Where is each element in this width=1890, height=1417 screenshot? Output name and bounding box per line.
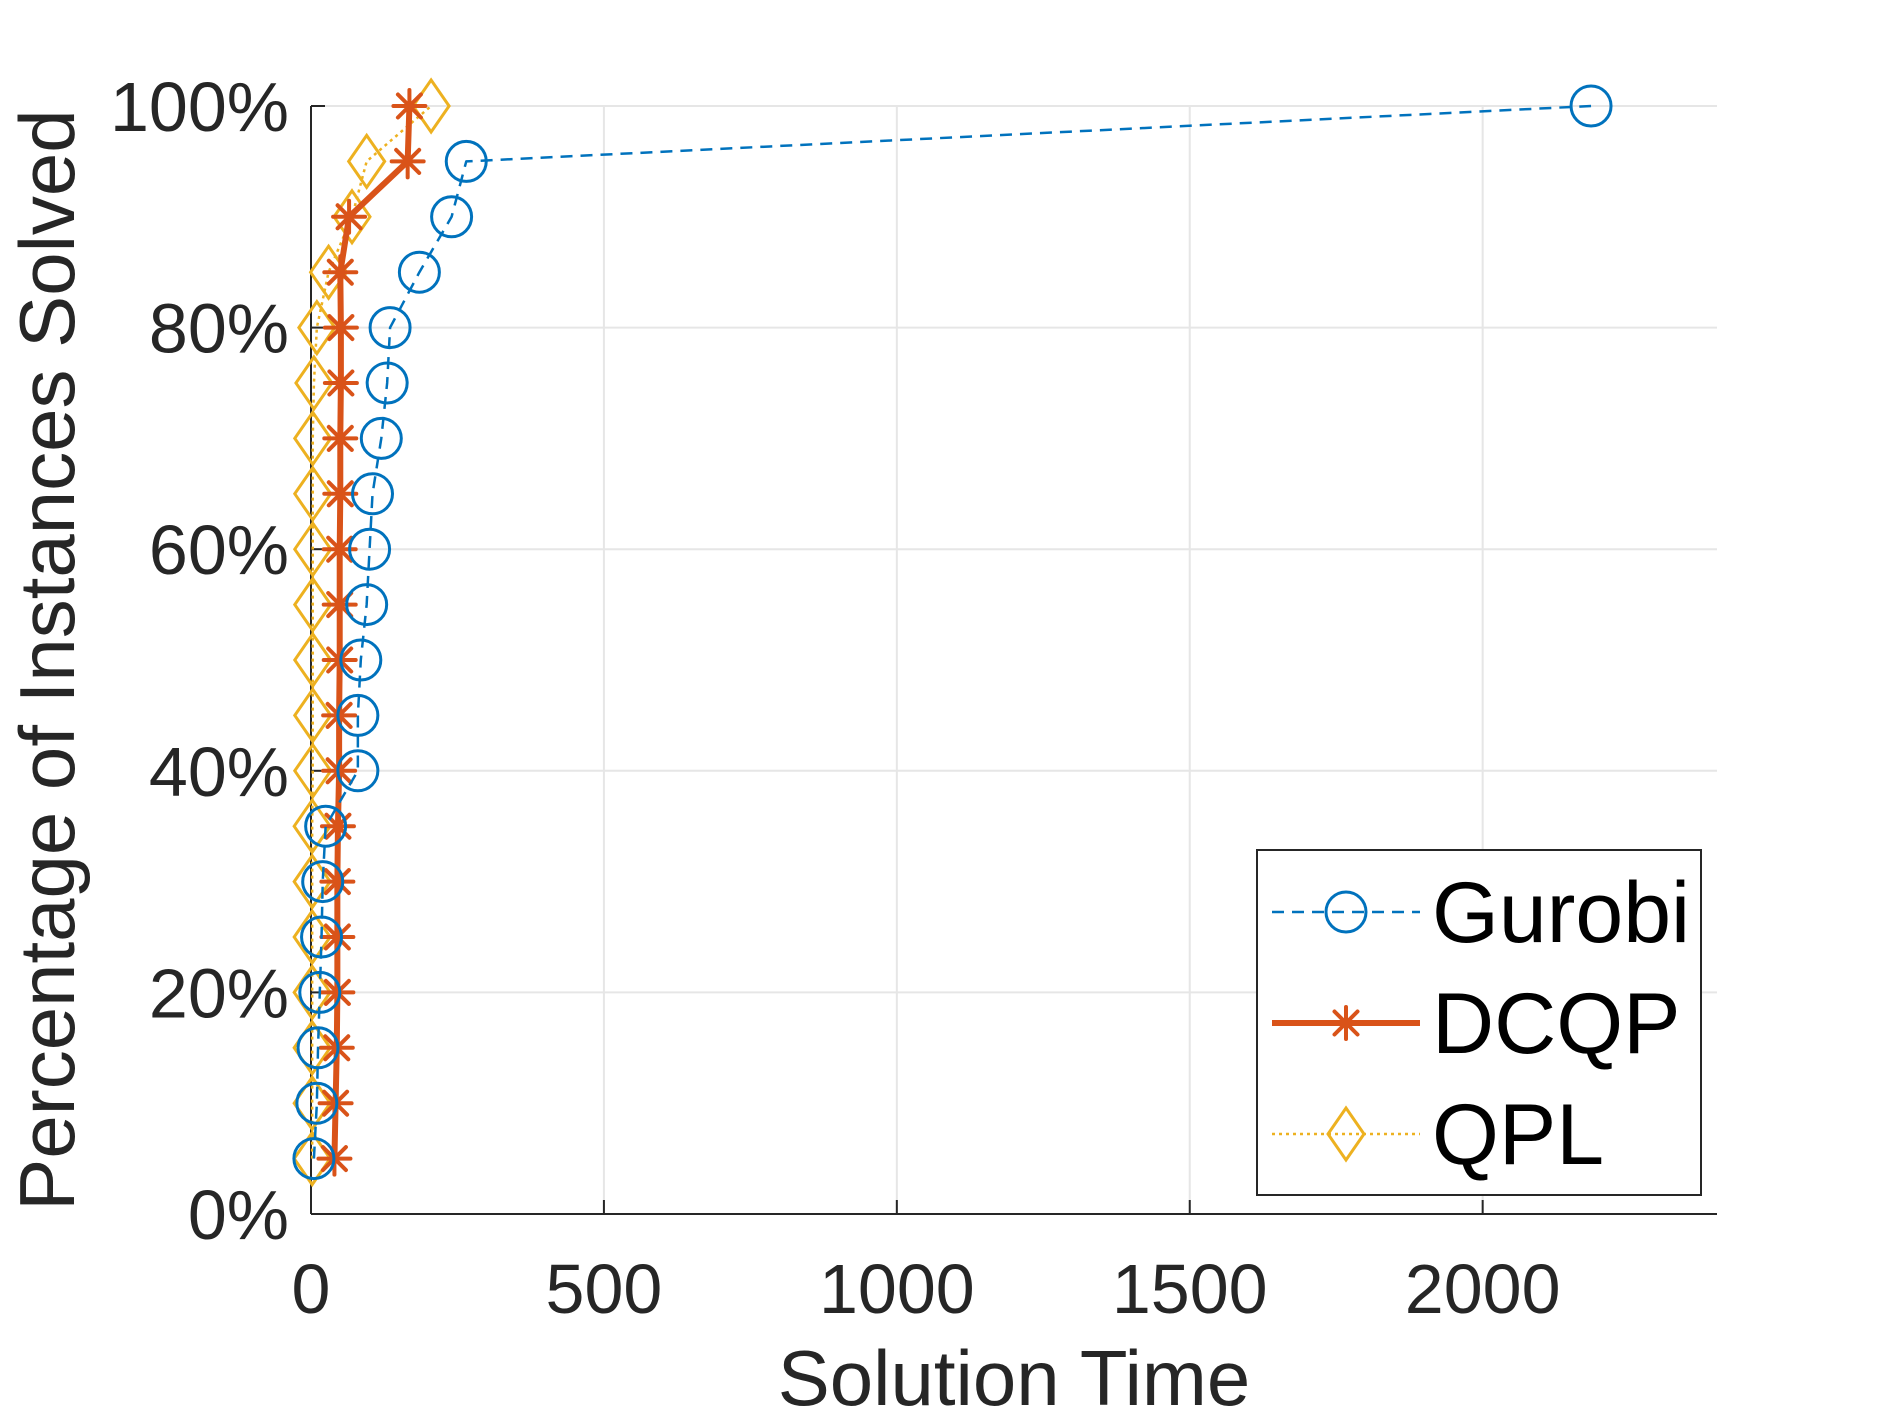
data-point [322,309,359,346]
data-point [336,693,380,737]
data-point [430,195,474,239]
data-point [336,749,380,793]
y-tick-label: 100% [110,68,289,146]
y-axis-label: Percentage of Instances Solved [3,109,91,1210]
data-point [301,860,345,904]
x-tick-label: 1500 [1112,1250,1268,1328]
y-tick-label: 0% [188,1176,289,1254]
legend-marker [1326,1105,1366,1163]
series-layer [292,77,1613,1188]
y-tick-label: 20% [149,954,289,1032]
data-point [292,797,332,855]
y-tick-label: 40% [149,733,289,811]
data-point [322,475,359,512]
data-point [348,527,392,571]
series-qpl [292,77,451,1188]
data-point [297,298,337,357]
data-point [298,970,342,1014]
x-axis-label: Solution Time [778,1334,1251,1417]
y-tick-label: 80% [149,290,289,368]
data-point [339,638,383,682]
data-point [296,1026,340,1070]
legend-entry-dcqp: DCQP [1272,976,1680,1072]
legend-entry-gurobi: Gurobi [1272,865,1690,961]
data-point [391,88,428,124]
data-point [292,575,333,634]
data-point [294,354,334,412]
data-point [331,198,368,235]
legend-label: DCQP [1432,976,1680,1072]
data-point [359,416,403,460]
grid [311,105,1717,1214]
y-tick-label: 60% [149,511,289,589]
legend-marker [1328,1005,1364,1041]
data-point [322,420,359,457]
x-tick-label: 1000 [819,1250,975,1328]
data-point [292,409,333,468]
data-point [300,915,344,959]
data-point [322,254,359,291]
data-point [368,306,412,350]
legend-label: QPL [1432,1087,1604,1183]
series-gurobi [292,84,1613,1181]
data-point [365,361,409,405]
data-point [292,908,332,966]
legend-label: Gurobi [1432,865,1690,961]
data-point [397,250,441,294]
data-point [292,520,333,578]
data-point [319,919,356,955]
data-point [292,1137,336,1181]
legend-entry-qpl: QPL [1272,1087,1604,1183]
data-point [444,139,488,183]
data-point [345,583,389,627]
legend-marker [1324,890,1368,934]
data-point [346,132,387,191]
x-tick-labels: 0 500 1000 1500 2000 [292,1250,1561,1328]
data-point [1569,84,1613,128]
data-point [351,472,395,516]
data-point [304,804,348,848]
x-tick-label: 2000 [1405,1250,1561,1328]
data-point [295,1081,339,1125]
data-point [292,631,333,689]
data-point [319,863,356,900]
data-point [321,531,358,568]
data-point [319,808,356,845]
data-point [292,742,333,800]
y-tick-labels: 0% 20% 40% 60% 80% 100% [110,68,289,1254]
data-point [292,686,333,745]
data-point [322,365,359,401]
x-tick-label: 0 [292,1250,331,1328]
x-tick-label: 500 [546,1250,663,1328]
legend: Gurobi DCQP QPL [1256,849,1702,1196]
data-point [292,465,333,523]
data-point [389,143,426,180]
